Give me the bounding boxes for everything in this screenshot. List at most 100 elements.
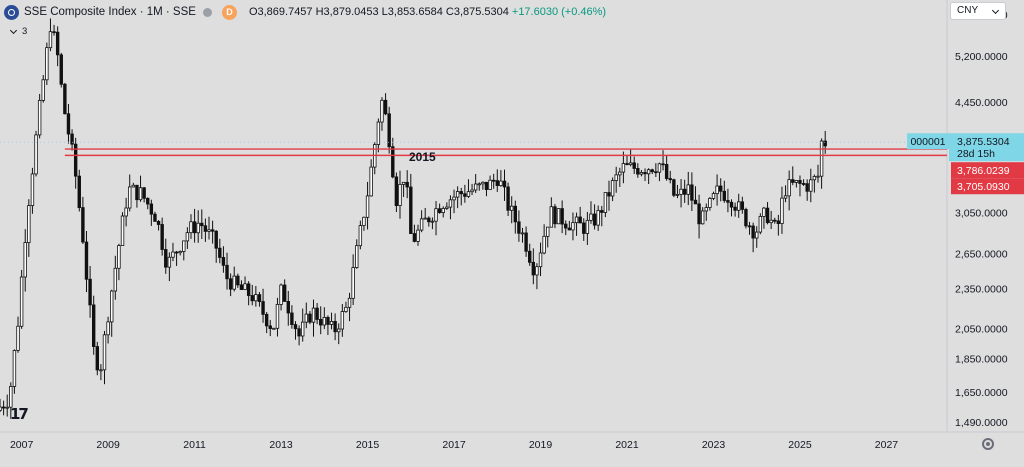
candle [589, 213, 593, 221]
candle [632, 162, 636, 169]
candle [196, 222, 200, 234]
candle [517, 221, 521, 234]
candle [77, 175, 81, 208]
candle [812, 176, 817, 181]
candle [437, 208, 442, 213]
last-price-label: 3,875.5304 [957, 136, 1010, 148]
candle [268, 325, 272, 329]
candle [221, 257, 226, 266]
candle [45, 47, 49, 81]
candle [697, 203, 701, 225]
x-tick-label: 2021 [615, 439, 639, 451]
candle [538, 252, 543, 268]
candle [146, 197, 150, 205]
candle [135, 184, 139, 201]
y-tick-label: 2,650.0000 [955, 248, 1008, 260]
y-tick-label: 2,050.0000 [955, 324, 1008, 336]
candle [102, 334, 107, 371]
candle [232, 275, 236, 290]
candle [448, 199, 453, 208]
delayed-data-badge[interactable]: D [221, 4, 237, 20]
candle [405, 181, 409, 188]
candle [499, 180, 503, 186]
candle [445, 206, 449, 209]
candle [192, 221, 197, 234]
candle [751, 225, 755, 239]
candle [744, 209, 748, 227]
candle [819, 140, 824, 177]
candle [470, 189, 474, 193]
candle [30, 173, 35, 207]
candle [41, 79, 45, 101]
candle [614, 174, 618, 181]
candle [682, 188, 687, 195]
candle [585, 219, 590, 234]
candle [81, 207, 85, 243]
candle [556, 208, 561, 225]
settings-icon[interactable] [982, 438, 994, 450]
candle [693, 199, 698, 205]
candle [203, 225, 208, 232]
y-tick-label: 1,650.0000 [955, 387, 1008, 399]
candle [740, 201, 745, 210]
candle [286, 301, 290, 314]
ohlc-values: O3,869.7457 H3,879.0453 L3,853.6584 C3,8… [248, 6, 509, 18]
price-axis[interactable]: 6,000.00005,200.00004,450.00003,050.0000… [955, 9, 1008, 429]
candle [459, 191, 463, 195]
indicators-toggle[interactable]: 3 [9, 26, 27, 37]
y-tick-label: 1,490.0000 [955, 417, 1008, 429]
candle [798, 180, 802, 184]
candle [801, 183, 806, 185]
tradingview-logo-icon[interactable]: 17 [10, 405, 29, 423]
candle [455, 191, 460, 198]
candle [185, 232, 190, 242]
candle [650, 169, 654, 173]
candle [592, 213, 597, 226]
candle [463, 193, 467, 197]
candle [715, 185, 719, 195]
candle [264, 313, 269, 327]
candle [55, 31, 60, 56]
candle [282, 284, 287, 302]
candle [618, 171, 622, 176]
candle [762, 207, 766, 217]
candle [690, 184, 694, 201]
candle [131, 184, 136, 188]
candle [27, 205, 31, 243]
currency-select[interactable]: CNY [950, 2, 1006, 20]
candle [214, 230, 218, 249]
candle [358, 225, 363, 247]
candle [700, 210, 705, 225]
candle [106, 321, 110, 336]
candle [747, 225, 752, 228]
y-tick-label: 3,050.0000 [955, 207, 1008, 219]
candle [719, 185, 723, 192]
candle [337, 328, 341, 333]
candle [182, 240, 186, 252]
candle [189, 221, 193, 234]
candle [502, 180, 507, 188]
candle [73, 143, 78, 177]
x-tick-label: 2009 [96, 439, 120, 451]
candle [347, 297, 352, 308]
symbol-title: SSE Composite Index · 1M · SSE [24, 6, 196, 18]
candle [95, 346, 99, 371]
candle [293, 324, 298, 330]
candle [272, 327, 276, 330]
candle [365, 195, 370, 218]
x-tick-label: 2015 [356, 439, 380, 451]
candle [553, 206, 557, 225]
time-axis[interactable]: 2007 2009 2011 2013 2015 2017 2019 2021 2023 2025… [10, 439, 898, 451]
candle [34, 134, 38, 175]
candle [776, 220, 781, 224]
candle [88, 278, 92, 306]
candle [423, 217, 427, 220]
candle [657, 163, 662, 173]
level-lines-group [0, 141, 947, 157]
symbol-header[interactable]: SSE Composite Index · 1M · SSE D O3,869.… [4, 3, 606, 21]
candle [23, 242, 27, 278]
candle [755, 231, 759, 239]
candle [1, 406, 6, 409]
y-tick-label: 1,850.0000 [955, 354, 1008, 366]
